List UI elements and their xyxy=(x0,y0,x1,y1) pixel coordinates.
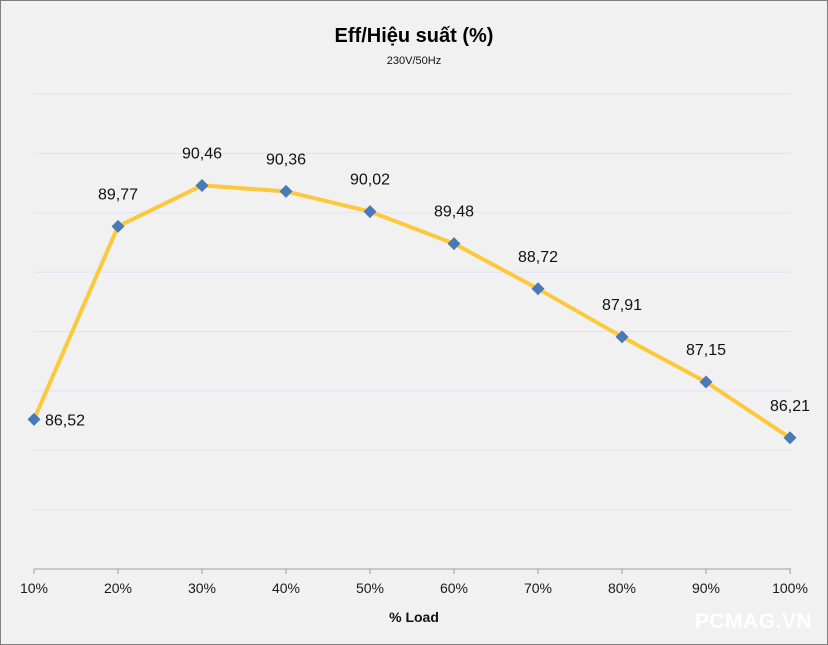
x-tick-label: 10% xyxy=(20,580,48,596)
x-tick-label: 90% xyxy=(692,580,720,596)
data-point-label: 87,15 xyxy=(686,342,726,359)
x-tick-label: 80% xyxy=(608,580,636,596)
data-point-label: 89,77 xyxy=(98,186,138,203)
data-point-marker xyxy=(783,431,797,445)
data-point-label: 89,48 xyxy=(434,204,474,221)
x-tick-label: 50% xyxy=(356,580,384,596)
x-tick-label: 40% xyxy=(272,580,300,596)
data-point-label: 86,52 xyxy=(45,412,85,429)
data-point-marker xyxy=(447,237,461,251)
chart-title: Eff/Hiệu suất (%) xyxy=(334,25,494,47)
x-axis-title: % Load xyxy=(389,609,439,625)
x-tick-label: 20% xyxy=(104,580,132,596)
data-point-marker xyxy=(279,184,293,198)
x-tick-label: 60% xyxy=(440,580,468,596)
data-point-marker xyxy=(195,178,209,192)
data-point-marker xyxy=(27,412,41,426)
data-point-label: 90,46 xyxy=(182,145,222,162)
series-line xyxy=(32,183,792,440)
x-tick-label: 70% xyxy=(524,580,552,596)
data-point-marker xyxy=(699,375,713,389)
data-point-label: 90,36 xyxy=(266,151,306,168)
data-point-label: 87,91 xyxy=(602,297,642,314)
data-point-label: 90,02 xyxy=(350,172,390,189)
data-point-label: 88,72 xyxy=(518,249,558,266)
data-point-label: 86,21 xyxy=(770,398,810,415)
x-tick-label: 30% xyxy=(188,580,216,596)
data-point-marker xyxy=(531,282,545,296)
watermark-logo: PCMAG.VN xyxy=(694,610,812,633)
x-tick-label: 100% xyxy=(772,580,808,596)
data-point-marker xyxy=(615,330,629,344)
data-point-marker xyxy=(363,205,377,219)
chart-subtitle: 230V/50Hz xyxy=(386,55,442,67)
data-point-marker xyxy=(111,219,125,233)
